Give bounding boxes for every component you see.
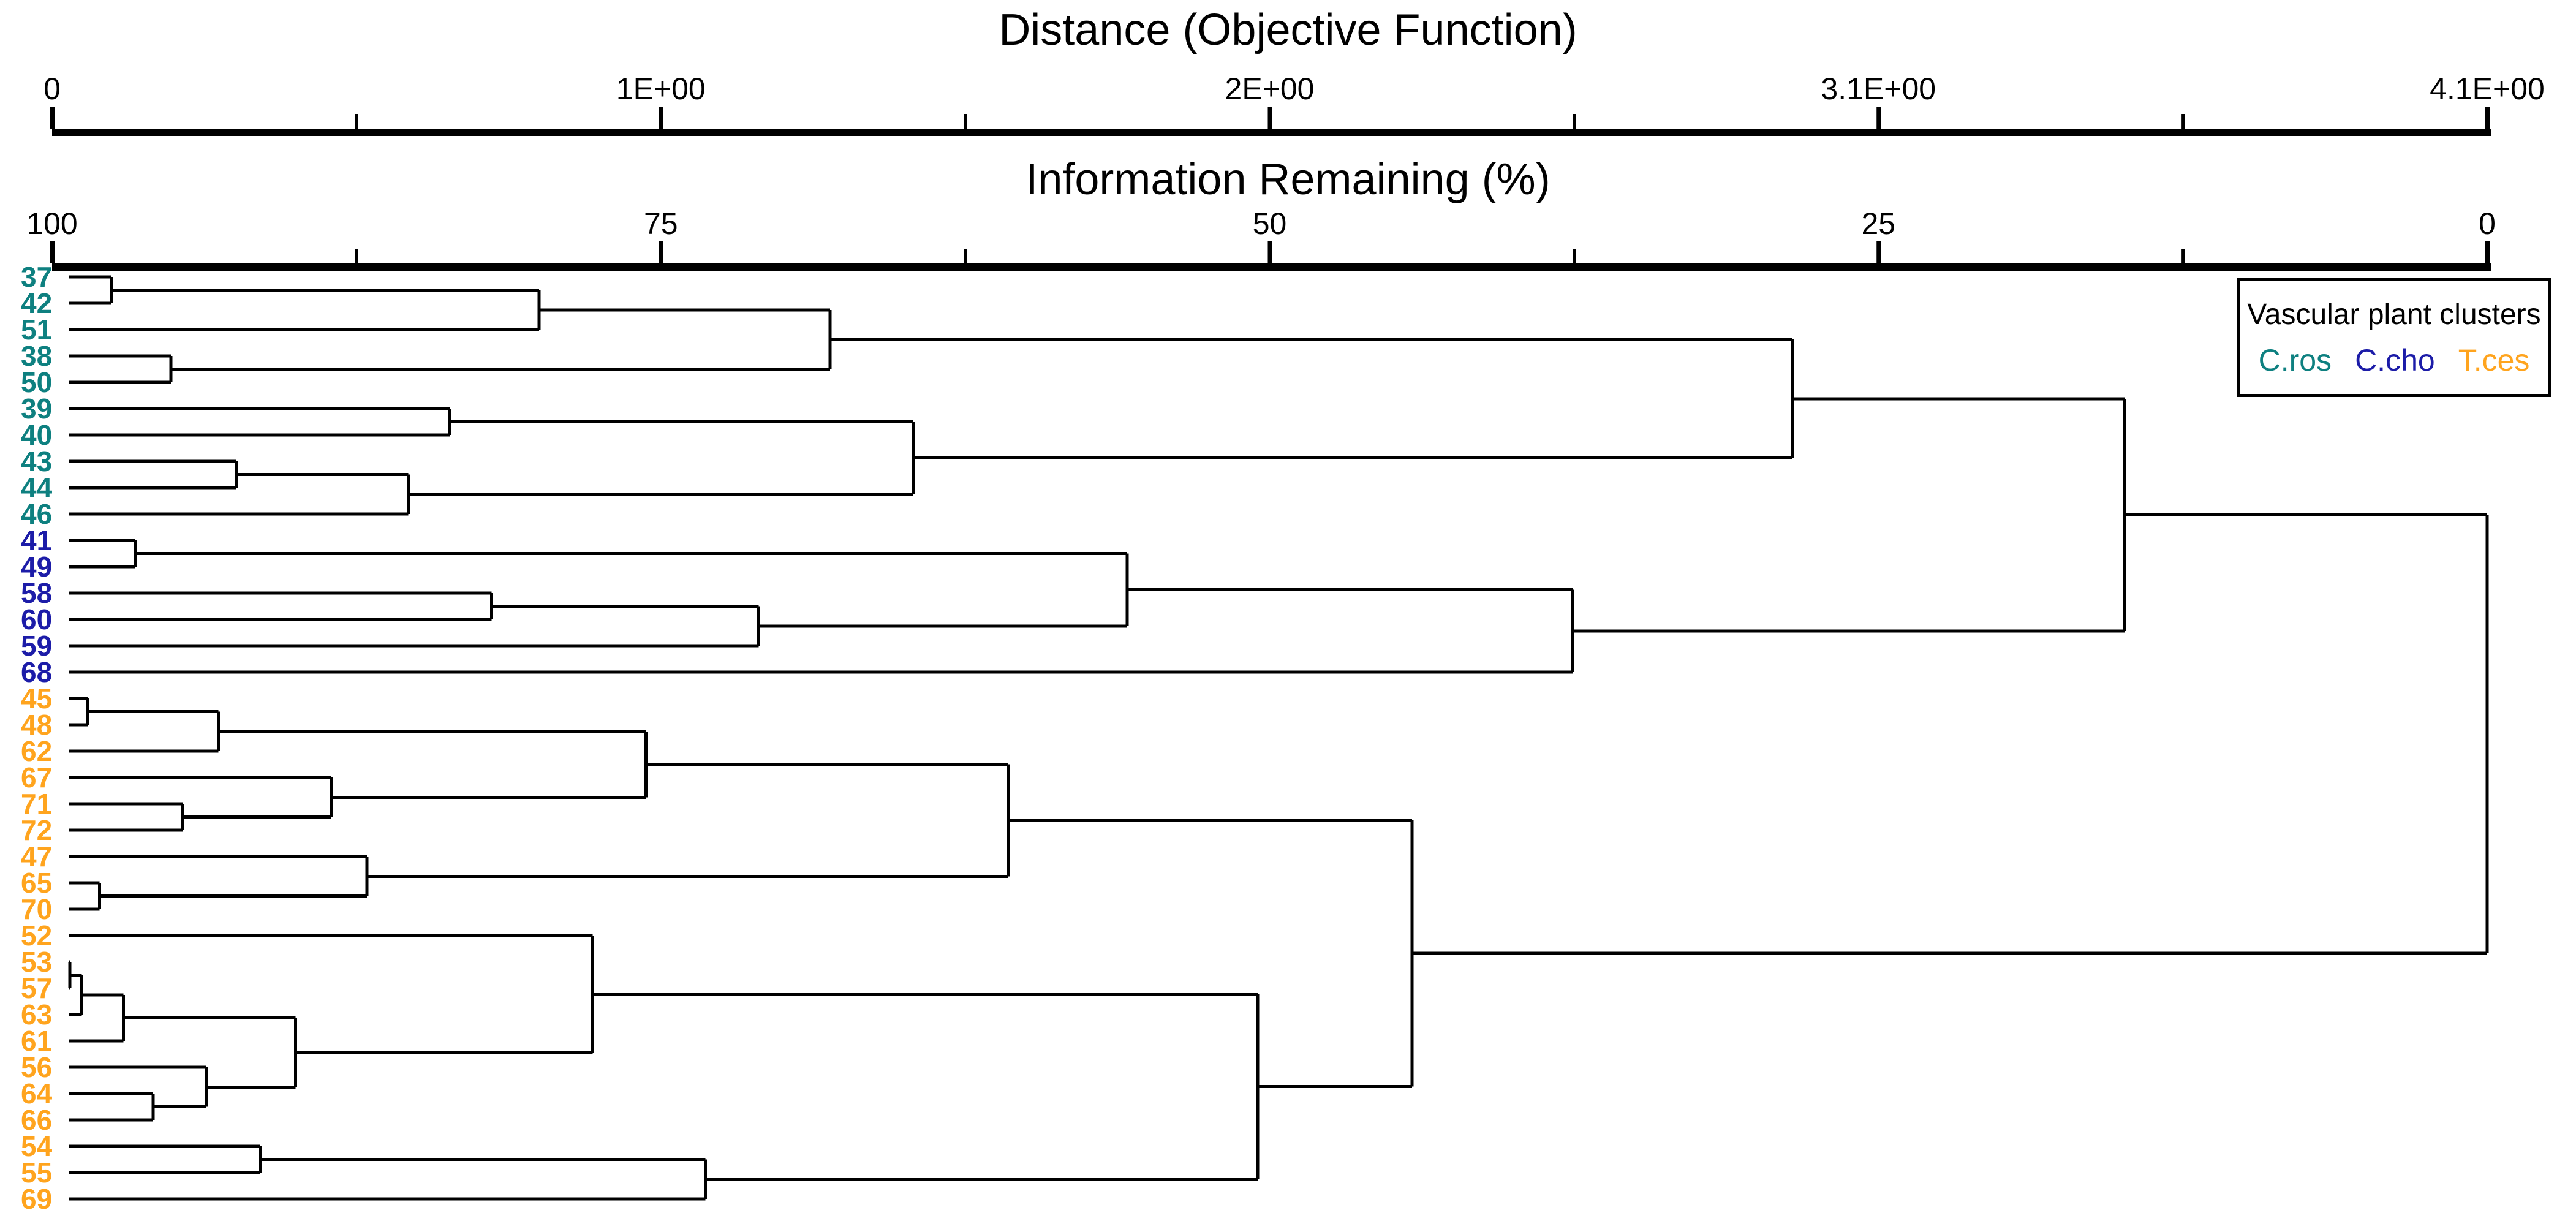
info-tick-label: 0	[2479, 206, 2496, 241]
info-axis-minor-tick	[2181, 249, 2185, 263]
leaf-label-46: 46	[21, 498, 53, 530]
leaf-label-48: 48	[21, 709, 53, 741]
info-axis-minor-tick	[355, 249, 358, 263]
leaf-label-72: 72	[21, 814, 53, 846]
leaf-label-52: 52	[21, 920, 53, 951]
distance-axis-major-tick	[1876, 107, 1881, 129]
leaf-label-69: 69	[21, 1183, 53, 1215]
leaf-label-64: 64	[21, 1078, 53, 1110]
leaf-label-37: 37	[21, 261, 53, 293]
legend: Vascular plant clusters C.ros C.cho T.ces	[2237, 278, 2551, 397]
leaf-label-55: 55	[21, 1157, 53, 1189]
distance-axis-line	[52, 129, 2491, 136]
info-tick-label: 50	[1252, 206, 1287, 241]
info-axis-major-tick	[659, 241, 663, 263]
distance-tick-label: 2E+00	[1225, 72, 1315, 106]
distance-axis-major-tick	[2485, 107, 2490, 129]
leaf-label-53: 53	[21, 946, 53, 978]
leaf-label-58: 58	[21, 577, 53, 609]
info-tick-label: 100	[26, 206, 78, 241]
distance-axis-major-tick	[659, 107, 663, 129]
leaf-label-42: 42	[21, 287, 53, 319]
leaf-label-50: 50	[21, 366, 53, 398]
distance-tick-label: 1E+00	[616, 72, 706, 106]
leaf-label-38: 38	[21, 340, 53, 372]
leaf-label-68: 68	[21, 656, 53, 688]
distance-tick-label: 0	[43, 72, 61, 106]
legend-title: Vascular plant clusters	[2247, 298, 2541, 331]
legend-entry-tces: T.ces	[2458, 342, 2530, 377]
leaf-label-61: 61	[21, 1025, 53, 1057]
leaf-label-60: 60	[21, 603, 53, 635]
leaf-label-40: 40	[21, 419, 53, 451]
info-axis-minor-tick	[1573, 249, 1576, 263]
leaf-label-62: 62	[21, 735, 53, 767]
distance-axis-major-tick	[50, 107, 55, 129]
distance-tick-label: 4.1E+00	[2430, 72, 2545, 106]
leaf-label-67: 67	[21, 762, 53, 793]
leaf-label-63: 63	[21, 999, 53, 1030]
leaf-label-44: 44	[21, 472, 53, 504]
info-axis-line	[52, 263, 2491, 271]
leaf-label-59: 59	[21, 630, 53, 662]
leaf-label-54: 54	[21, 1130, 53, 1162]
info-tick-label: 25	[1861, 206, 1896, 241]
info-axis-minor-tick	[964, 249, 967, 263]
leaf-label-45: 45	[21, 683, 53, 714]
leaf-label-66: 66	[21, 1104, 53, 1136]
distance-axis-minor-tick	[2181, 114, 2185, 129]
info-axis-major-tick	[1876, 241, 1881, 263]
distance-axis-major-tick	[1267, 107, 1272, 129]
info-axis-major-tick	[2485, 241, 2490, 263]
distance-axis-minor-tick	[964, 114, 967, 129]
info-axis-title: Information Remaining (%)	[1025, 155, 1551, 204]
info-axis-major-tick	[1267, 241, 1272, 263]
distance-tick-label: 3.1E+00	[1821, 72, 1936, 106]
leaf-label-65: 65	[21, 867, 53, 899]
leaf-label-43: 43	[21, 445, 53, 477]
leaf-label-41: 41	[21, 524, 53, 556]
legend-entries: C.ros C.cho T.ces	[2259, 342, 2530, 378]
leaf-label-70: 70	[21, 893, 53, 925]
leaf-label-49: 49	[21, 551, 53, 583]
leaf-label-57: 57	[21, 972, 53, 1004]
leaf-label-47: 47	[21, 841, 53, 872]
leaf-label-56: 56	[21, 1051, 53, 1083]
leaf-label-51: 51	[21, 314, 53, 346]
leaf-label-71: 71	[21, 788, 53, 820]
legend-entry-cros: C.ros	[2258, 342, 2332, 377]
legend-entry-ccho: C.cho	[2355, 342, 2435, 377]
distance-axis-minor-tick	[1573, 114, 1576, 129]
info-axis-major-tick	[50, 241, 55, 263]
leaf-label-39: 39	[21, 393, 53, 425]
distance-axis-minor-tick	[355, 114, 358, 129]
distance-axis-title: Distance (Objective Function)	[999, 6, 1577, 55]
info-tick-label: 75	[643, 206, 678, 241]
